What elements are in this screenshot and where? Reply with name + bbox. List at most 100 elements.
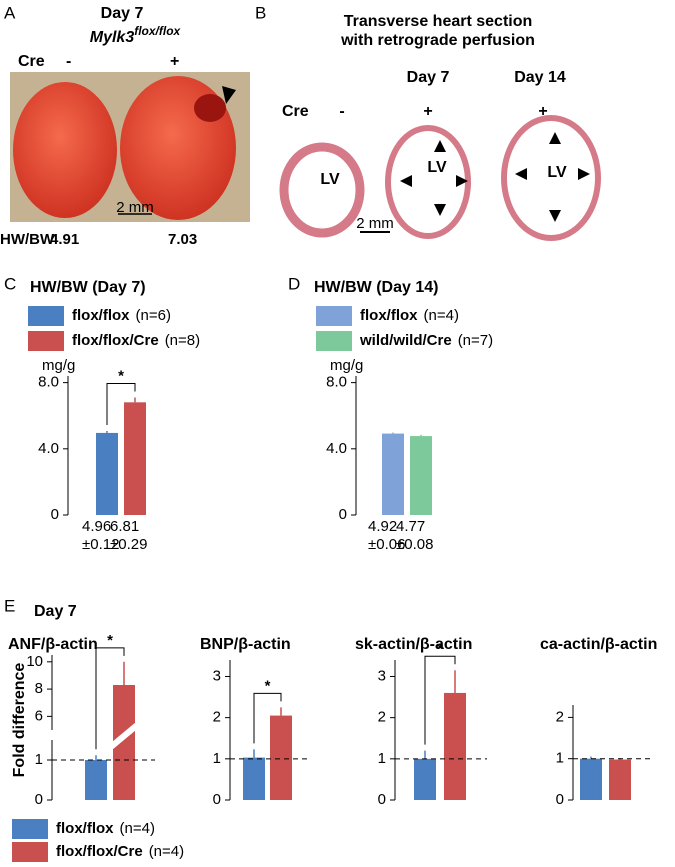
legend-entry: flox/flox/Cre (n=8) [72,332,200,349]
legend-swatch [12,842,48,862]
legend-swatch [28,331,64,351]
legend-entry: wild/wild/Cre (n=7) [359,332,493,349]
bar [113,685,135,800]
y-tick-label: 1 [556,750,564,767]
value-label: 4.77 [396,518,425,535]
section [385,125,471,239]
section [279,142,365,238]
legend-entry: flox/flox (n=6) [72,307,171,324]
bar [444,692,466,800]
legend-entry: flox/flox (n=4) [360,307,459,324]
y-tick-label: 0 [51,506,59,523]
legend-name: flox/flox [72,307,130,324]
y-tick-label: 2 [378,709,386,726]
panel-letter: C [4,274,16,293]
legend-swatch [12,819,48,839]
y-tick-label: 8 [35,680,43,697]
significance-bracket [424,655,456,745]
panel-title: with retrograde perfusion [340,32,535,49]
atrium [194,94,226,122]
gene-superscript: flox/flox [134,24,181,38]
bar [96,432,118,515]
y-tick-label: 8.0 [326,374,347,391]
y-tick-label: 0 [556,791,564,808]
y-tick-label: 10 [26,653,43,670]
day-label: Day 14 [514,69,566,86]
legend-count: (n=4) [120,820,155,837]
chart-title: HW/BW (Day 14) [314,279,438,296]
y-axis-label: Fold difference [11,663,28,778]
legend-count: (n=4) [149,843,184,860]
legend-count: (n=4) [424,307,459,324]
bar [580,758,602,800]
scale-label: 2 mm [116,199,154,216]
significance: * [118,367,124,384]
group-label: + [170,53,179,70]
legend-name: flox/flox/Cre [72,332,159,349]
y-tick-label: 3 [378,667,386,684]
bar [270,715,292,800]
chart-title: sk-actin/β-actin [355,636,472,653]
y-tick-label: 4.0 [326,440,347,457]
bar [410,436,432,515]
value-label: 6.81 [110,518,139,535]
arrows [400,132,590,222]
day-label: Day 7 [407,69,450,86]
cre-sign: - [339,103,344,120]
section [501,115,601,241]
y-tick-label: 4.0 [38,440,59,457]
value-label: 4.96 [82,518,111,535]
value-label: 4.92 [368,518,397,535]
panel-title: Day 7 [101,5,144,22]
legend-count: (n=7) [458,332,493,349]
significance-bracket [95,647,125,750]
panel-title: Day 7 [34,603,77,620]
error-label: ±0.12 [82,536,119,553]
legend-name: flox/flox/Cre [56,843,143,860]
panel-letter: A [4,3,16,22]
legend-name: flox/flox [56,820,114,837]
heart [13,82,117,218]
error-label: ±0.29 [110,536,147,553]
lv-label: LV [547,164,567,181]
group-label: - [66,53,71,70]
y-tick-label: 3 [213,667,221,684]
chart-title: BNP/β-actin [200,636,291,653]
bar [243,757,265,800]
y-tick-label: 8.0 [38,374,59,391]
legend-entry: flox/flox (n=4) [56,820,155,837]
bar [382,433,404,515]
legend-count: (n=6) [136,307,171,324]
legend-name: flox/flox [360,307,418,324]
y-tick-label: 2 [213,709,221,726]
significance: * [437,640,443,657]
cre-sign: + [538,103,547,120]
error-label: ±0.06 [368,536,405,553]
significance-bracket [106,383,136,425]
y-tick-label: 0 [339,506,347,523]
significance: * [107,632,113,649]
y-tick-label: 2 [556,708,564,725]
bar [124,402,146,515]
genotype: Mylk3flox/flox [90,24,182,46]
y-tick-label: 0 [213,791,221,808]
panel-letter: D [288,274,300,293]
significance: * [265,677,271,694]
ratio-label: HW/BW [0,231,55,248]
y-tick-label: 1 [378,750,386,767]
panel-title: Transverse heart section [344,13,533,30]
chart-title: ANF/β-actin [8,636,98,653]
chart-title: ca-actin/β-actin [540,636,657,653]
legend-count: (n=8) [165,332,200,349]
cre-sign: + [423,103,432,120]
cre-label: Cre [282,103,309,120]
y-tick-label: 1 [213,750,221,767]
break-slash [112,722,136,750]
gene: Mylk3 [90,29,135,46]
significance-bracket [253,692,282,744]
panel-letter: E [4,596,15,615]
cre-label: Cre [18,53,45,70]
ratio: 7.03 [168,231,197,248]
legend-swatch [316,331,352,351]
